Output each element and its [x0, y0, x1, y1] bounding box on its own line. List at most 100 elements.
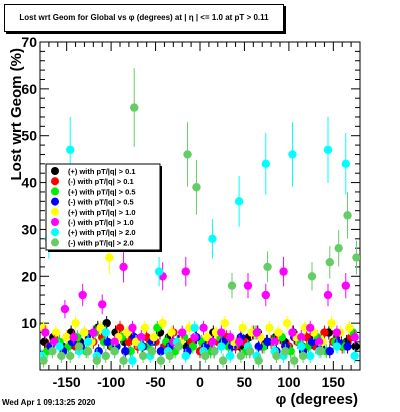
data-point	[105, 253, 114, 262]
data-point	[307, 337, 317, 347]
data-point	[252, 328, 262, 337]
y-axis-title: Lost wrt Geom (%)	[8, 48, 25, 181]
data-point	[263, 262, 272, 272]
legend-marker	[51, 218, 59, 226]
data-point	[138, 351, 148, 361]
data-point	[234, 337, 244, 347]
data-point	[325, 347, 334, 356]
data-point	[218, 356, 228, 365]
data-point	[83, 347, 93, 356]
data-point	[147, 347, 157, 356]
data-point	[103, 337, 112, 347]
data-points	[40, 68, 360, 368]
data-point	[254, 342, 263, 351]
data-point	[297, 333, 306, 342]
data-point	[83, 337, 93, 347]
data-point	[265, 323, 274, 333]
legend-entry: (-) with pT/|q| > 0.1	[68, 177, 134, 186]
data-point	[217, 328, 226, 337]
data-point	[130, 103, 139, 112]
data-point	[245, 347, 254, 356]
data-point	[226, 333, 235, 342]
data-point	[226, 351, 235, 361]
data-point	[332, 342, 342, 351]
data-point	[350, 333, 359, 342]
data-point	[71, 318, 80, 328]
legend-marker	[51, 207, 59, 216]
y-tick-label: 70	[21, 34, 37, 50]
data-point	[345, 323, 354, 333]
x-axis-title: φ (degrees)	[276, 391, 358, 408]
data-point	[320, 328, 329, 337]
data-point	[238, 323, 247, 333]
data-point	[350, 351, 359, 361]
data-point	[60, 304, 70, 314]
data-point	[62, 333, 71, 342]
data-point	[288, 150, 297, 159]
data-point	[156, 356, 166, 365]
data-point	[297, 342, 306, 351]
data-point	[351, 342, 360, 351]
data-point	[110, 337, 119, 347]
data-point	[190, 333, 199, 342]
data-point	[98, 300, 107, 309]
data-point	[174, 342, 183, 351]
y-tick-label: 60	[21, 81, 37, 97]
data-point	[51, 328, 61, 337]
data-point	[220, 318, 230, 328]
data-point	[341, 159, 350, 169]
data-point	[343, 342, 352, 351]
y-tick-label: 50	[21, 128, 37, 144]
data-point	[234, 197, 244, 206]
data-point	[254, 356, 263, 365]
legend-marker	[51, 187, 59, 196]
y-tick-label: 30	[21, 221, 37, 237]
data-point	[74, 342, 84, 351]
data-point	[323, 145, 333, 154]
data-point	[314, 337, 324, 347]
data-point	[343, 211, 352, 220]
data-point	[156, 347, 166, 356]
y-tick-label: 40	[21, 175, 37, 191]
data-point	[181, 351, 190, 361]
data-point	[41, 328, 50, 337]
data-point	[137, 342, 146, 351]
x-tick-label: 50	[237, 374, 253, 390]
legend-entry: (-) with pT/|q| > 1.0	[68, 218, 134, 227]
data-point	[137, 333, 146, 342]
data-point	[201, 351, 210, 361]
data-point	[119, 356, 128, 365]
data-point	[323, 290, 333, 300]
legend-marker	[51, 167, 59, 175]
data-point	[325, 258, 334, 267]
data-point	[272, 351, 281, 361]
data-point	[306, 323, 315, 333]
data-point	[316, 347, 326, 356]
legend-entry: (+) with pT/|q| > 1.0	[68, 208, 136, 217]
data-point	[192, 183, 201, 192]
data-point	[178, 328, 187, 337]
data-point	[261, 159, 270, 169]
data-point	[110, 347, 119, 356]
y-tick-label: 10	[21, 315, 37, 331]
data-point	[236, 351, 246, 361]
data-point	[121, 347, 130, 356]
data-point	[199, 323, 208, 333]
data-point	[352, 253, 360, 262]
data-point	[270, 337, 279, 347]
data-point	[332, 328, 342, 337]
legend-marker	[51, 177, 59, 186]
data-point	[190, 323, 199, 333]
data-point	[92, 356, 102, 365]
data-point	[279, 267, 288, 276]
data-point	[165, 351, 174, 361]
data-point	[243, 281, 253, 290]
data-point	[341, 281, 350, 290]
x-tick-label: 0	[196, 374, 204, 390]
data-point	[227, 281, 237, 290]
legend-marker	[51, 238, 59, 247]
data-point	[261, 290, 270, 300]
chart-title: Lost wrt Geom for Global vs φ (degrees) …	[19, 13, 269, 22]
x-tick-label: 100	[277, 374, 301, 390]
data-point	[80, 328, 89, 337]
